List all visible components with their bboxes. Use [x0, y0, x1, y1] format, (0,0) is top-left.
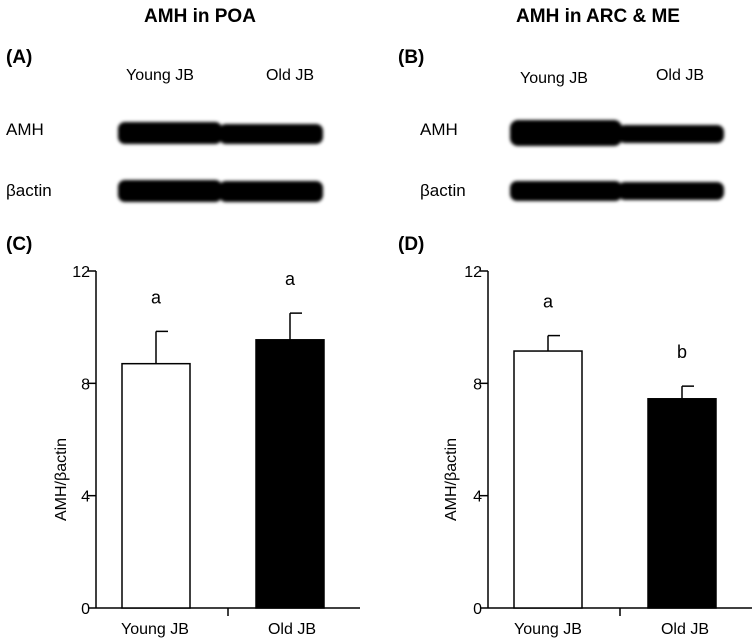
panel-b-lane-old: Old JB — [656, 67, 704, 84]
band-a-amh-young — [118, 122, 222, 144]
y-tick-label: 4 — [473, 489, 482, 506]
panel-a-lane-old: Old JB — [266, 67, 314, 84]
bar-young-jb — [513, 350, 583, 609]
band-b-actin-young — [510, 181, 622, 201]
y-tick-label: 8 — [81, 376, 90, 393]
panel-a-bands — [118, 122, 323, 202]
blot-panel-b: AMH in ARC & ME (B) Young JB Old JB AMH … — [398, 6, 724, 201]
significance-letter: b — [677, 342, 687, 362]
x-category-label: Old JB — [661, 621, 709, 638]
panel-b-title: AMH in ARC & ME — [516, 6, 680, 27]
y-tick-label: 0 — [81, 601, 90, 618]
band-a-amh-old — [219, 124, 323, 144]
band-b-actin-old — [618, 182, 724, 200]
panel-a-title: AMH in POA — [144, 6, 256, 27]
y-axis-title: AMH/βactin — [443, 438, 460, 521]
blot-panel-a: AMH in POA (A) Young JB Old JB AMH βacti… — [6, 6, 323, 202]
panel-b-bands — [510, 120, 724, 201]
bar-old-jb — [647, 398, 717, 609]
x-category-label: Young JB — [514, 621, 582, 638]
band-a-actin-old — [219, 181, 323, 202]
panel-a-row-amh: AMH — [6, 120, 44, 139]
y-axis-title: AMH/βactin — [53, 438, 70, 521]
panel-b-row-actin: βactin — [420, 181, 466, 200]
y-tick-label: 12 — [72, 264, 90, 281]
y-tick-label: 0 — [473, 601, 482, 618]
panel-a-row-actin: βactin — [6, 181, 52, 200]
panel-b-row-amh: AMH — [420, 120, 458, 139]
significance-letter: a — [285, 269, 296, 289]
band-b-amh-young — [510, 120, 622, 146]
chart-panel-label: (D) — [398, 234, 424, 255]
panel-a-lane-young: Young JB — [126, 67, 194, 84]
y-tick-label: 12 — [464, 264, 482, 281]
panel-a-label: (A) — [6, 47, 32, 68]
bar-chart-c: (C) 0 4 8 12 AMH/βactin a Young JB a Old JB — [6, 234, 360, 638]
y-tick-label: 4 — [81, 489, 90, 506]
significance-letter: a — [151, 287, 162, 307]
bar-chart-d: (D) 0 4 8 12 AMH/βactin a Young JB b Old JB — [398, 234, 752, 638]
x-category-label: Young JB — [121, 621, 189, 638]
bar-old-jb — [255, 339, 325, 609]
band-a-actin-young — [118, 180, 222, 202]
bar-young-jb — [121, 362, 191, 609]
panel-b-label: (B) — [398, 47, 424, 68]
band-b-amh-old — [618, 125, 724, 143]
significance-letter: a — [543, 292, 554, 312]
panel-b-lane-young: Young JB — [520, 70, 588, 87]
chart-panel-label: (C) — [6, 234, 32, 255]
y-tick-label: 8 — [473, 376, 482, 393]
x-category-label: Old JB — [268, 621, 316, 638]
